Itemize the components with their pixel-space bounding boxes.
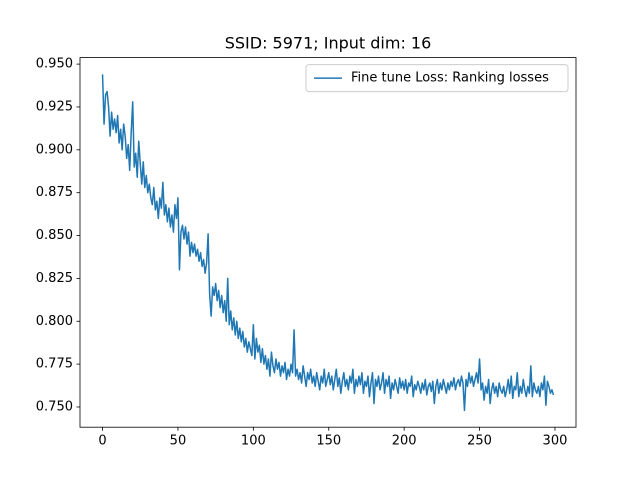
y-tick-label: 0.800 bbox=[36, 314, 73, 329]
x-tick-label: 50 bbox=[170, 434, 187, 449]
x-tick-label: 150 bbox=[316, 434, 341, 449]
data-line bbox=[101, 74, 555, 412]
y-tick-label: 0.825 bbox=[36, 271, 73, 286]
x-tick-label: 0 bbox=[98, 434, 106, 449]
legend-box bbox=[305, 64, 569, 93]
x-tick-label: 300 bbox=[543, 434, 568, 449]
y-tick-label: 0.775 bbox=[36, 357, 73, 372]
y-tick-label: 0.850 bbox=[36, 228, 73, 243]
y-tick-label: 0.925 bbox=[36, 99, 73, 114]
y-tick-label: 0.875 bbox=[36, 185, 73, 200]
y-tick-label: 0.950 bbox=[36, 57, 73, 72]
y-tick-label: 0.900 bbox=[36, 142, 73, 157]
x-tick-label: 200 bbox=[392, 434, 417, 449]
plot-frame bbox=[79, 57, 577, 428]
y-tick-label: 0.750 bbox=[36, 399, 73, 414]
legend-label: Fine tune Loss: Ranking losses bbox=[351, 71, 549, 86]
x-tick-label: 100 bbox=[241, 434, 266, 449]
chart-title: SSID: 5971; Input dim: 16 bbox=[225, 34, 432, 53]
x-tick-label: 250 bbox=[467, 434, 492, 449]
